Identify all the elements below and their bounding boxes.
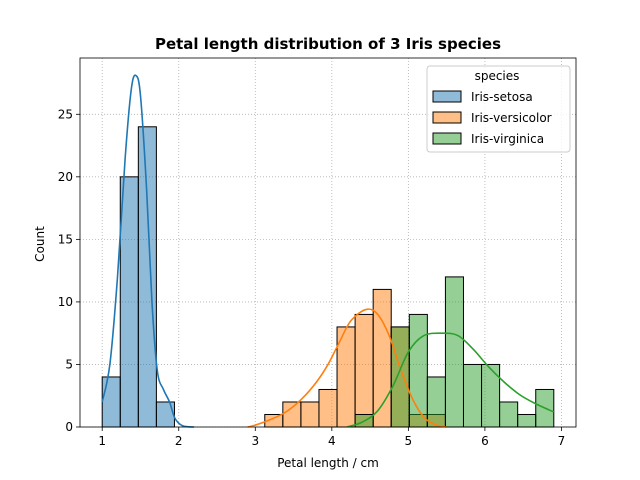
kde-line xyxy=(247,308,447,428)
histogram-bar xyxy=(517,413,537,428)
kde-line xyxy=(101,74,195,428)
y-axis-ticks: 0 5 10 15 20 25 xyxy=(58,107,80,434)
histogram-bar xyxy=(354,313,374,428)
bars xyxy=(101,126,555,428)
histogram-bar xyxy=(444,276,464,428)
histogram-bar xyxy=(426,376,446,428)
x-tick-label: 4 xyxy=(328,434,336,448)
x-tick-label: 7 xyxy=(558,434,566,448)
histogram-bar xyxy=(137,126,157,428)
x-tick-label: 3 xyxy=(251,434,259,448)
x-tick-label: 1 xyxy=(98,434,106,448)
histogram-bar xyxy=(318,388,338,428)
histogram-bar xyxy=(390,326,410,428)
legend-label: Iris-versicolor xyxy=(471,111,552,125)
histogram-bar xyxy=(481,363,501,428)
histogram-bar xyxy=(119,176,139,428)
legend-label: Iris-virginica xyxy=(471,132,544,146)
x-tick-label: 6 xyxy=(481,434,489,448)
histogram-bar xyxy=(101,376,121,428)
x-axis-ticks: 1 2 3 4 5 6 7 xyxy=(98,427,565,448)
x-tick-label: 2 xyxy=(175,434,183,448)
kde-curves xyxy=(101,74,555,428)
histogram-bar xyxy=(499,401,519,428)
histogram-bar xyxy=(462,363,483,428)
y-tick-label: 25 xyxy=(58,107,73,121)
y-tick-label: 20 xyxy=(58,170,73,184)
legend-title: species xyxy=(475,69,520,83)
chart-title: Petal length distribution of 3 Iris spec… xyxy=(155,35,501,53)
legend-swatch xyxy=(432,132,462,145)
y-tick-label: 15 xyxy=(58,232,73,246)
plot-frame xyxy=(79,57,577,428)
legend-label: Iris-setosa xyxy=(471,90,533,104)
histogram-bar xyxy=(300,401,320,428)
histogram-bar xyxy=(155,401,175,428)
histogram-bar xyxy=(282,401,302,428)
legend-items: Iris-setosa Iris-versicolor Iris-virginica xyxy=(432,90,552,146)
y-axis-label: Count xyxy=(33,226,47,262)
y-tick-label: 5 xyxy=(65,357,73,371)
kde-line xyxy=(346,332,555,428)
x-tick-label: 5 xyxy=(405,434,413,448)
legend: species Iris-setosa Iris-versicolor Iris-v… xyxy=(426,65,571,153)
x-axis-label: Petal length / cm xyxy=(277,456,379,470)
legend-swatch xyxy=(432,111,462,124)
legend-box xyxy=(426,65,571,153)
y-tick-label: 10 xyxy=(58,295,73,309)
histogram-bar xyxy=(372,288,392,428)
legend-swatch xyxy=(432,90,462,103)
y-tick-label: 0 xyxy=(65,420,73,434)
